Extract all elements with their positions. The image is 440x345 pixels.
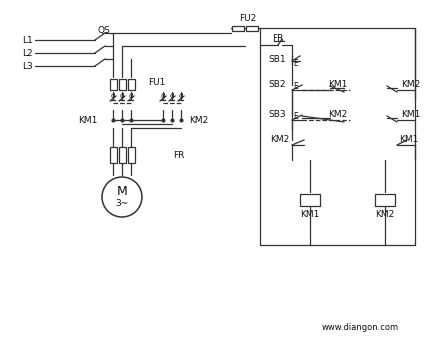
Text: KM2: KM2 — [270, 135, 290, 144]
Bar — [128, 79, 135, 89]
Bar — [118, 147, 125, 163]
Bar — [375, 194, 395, 206]
Text: L3: L3 — [22, 61, 33, 70]
Text: SB2: SB2 — [268, 79, 286, 89]
Text: d: d — [129, 93, 133, 99]
Text: d: d — [170, 93, 174, 99]
Bar — [300, 194, 320, 206]
Text: d: d — [111, 93, 115, 99]
Text: d: d — [179, 93, 183, 99]
Bar — [110, 79, 117, 89]
Bar — [118, 79, 125, 89]
Text: E: E — [293, 81, 298, 90]
Bar — [232, 26, 244, 30]
Text: www.diangon.com: www.diangon.com — [322, 323, 399, 332]
Text: FR: FR — [272, 33, 283, 42]
Text: d: d — [120, 93, 124, 99]
Bar — [110, 147, 117, 163]
Text: QS: QS — [98, 26, 110, 34]
Text: FU1: FU1 — [148, 78, 165, 87]
Text: SB1: SB1 — [268, 55, 286, 63]
Text: KM2: KM2 — [328, 109, 348, 118]
Bar — [246, 26, 258, 30]
Bar — [128, 147, 135, 163]
Text: KM1: KM1 — [78, 116, 98, 125]
Text: KM2: KM2 — [375, 209, 395, 218]
Text: KM2: KM2 — [401, 79, 421, 89]
Text: d: d — [161, 93, 165, 99]
Text: FR: FR — [173, 150, 184, 159]
Circle shape — [102, 177, 142, 217]
Text: FU2: FU2 — [239, 13, 257, 22]
Text: L2: L2 — [22, 49, 33, 58]
Text: KM1: KM1 — [301, 209, 320, 218]
Text: L1: L1 — [22, 36, 33, 45]
Text: KM2: KM2 — [189, 116, 209, 125]
Text: KM1: KM1 — [328, 79, 348, 89]
Text: SB3: SB3 — [268, 109, 286, 118]
Text: E: E — [293, 59, 298, 68]
Text: KM1: KM1 — [400, 135, 419, 144]
Text: E: E — [293, 111, 298, 120]
Text: 3~: 3~ — [115, 198, 128, 207]
Text: M: M — [117, 185, 127, 197]
Text: KM1: KM1 — [401, 109, 421, 118]
